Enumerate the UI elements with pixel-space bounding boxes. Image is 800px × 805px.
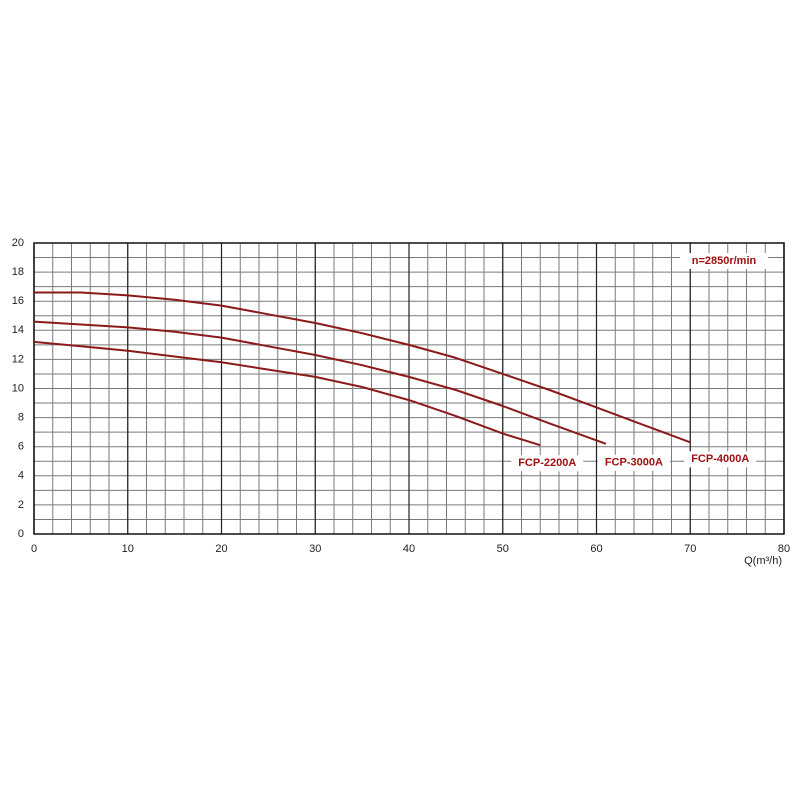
y-tick-label: 4 — [18, 470, 24, 482]
curve-label-bg — [511, 455, 584, 472]
x-tick-label: 70 — [684, 543, 696, 555]
x-tick-label: 10 — [122, 543, 134, 555]
y-tick-label: 12 — [12, 353, 24, 365]
curve — [33, 340, 541, 447]
y-tick-label: 0 — [18, 528, 24, 540]
annotation: n=2850r/min — [692, 255, 757, 267]
x-tick-label: 20 — [215, 543, 227, 555]
x-tick-label: 40 — [403, 543, 415, 555]
x-tick-label: 0 — [31, 543, 37, 555]
y-tick-label: 14 — [12, 324, 24, 336]
curve-label-bg — [597, 454, 670, 471]
curve-label: FCP-4000A — [691, 453, 749, 465]
y-tick-label: 10 — [12, 382, 24, 394]
y-tick-label: 6 — [18, 441, 24, 453]
y-tick-label: 2 — [18, 499, 24, 511]
annotation-box — [680, 253, 768, 269]
x-tick-label: 80 — [778, 543, 790, 555]
x-tick-label: 50 — [497, 543, 509, 555]
x-tick-label: 60 — [590, 543, 602, 555]
curve — [33, 320, 607, 445]
x-axis-label: Q(m³/h) — [744, 555, 782, 567]
plot-border — [33, 242, 785, 535]
y-tick-label: 8 — [18, 412, 24, 424]
curve-label: FCP-3000A — [605, 457, 663, 469]
y-tick-label: 20 — [12, 237, 24, 249]
curve — [34, 291, 691, 444]
y-tick-label: 16 — [12, 295, 24, 307]
curve-label-bg — [684, 451, 757, 468]
x-tick-label: 30 — [309, 543, 321, 555]
curve-label: FCP-2200A — [518, 457, 576, 469]
y-tick-label: 18 — [12, 266, 24, 278]
